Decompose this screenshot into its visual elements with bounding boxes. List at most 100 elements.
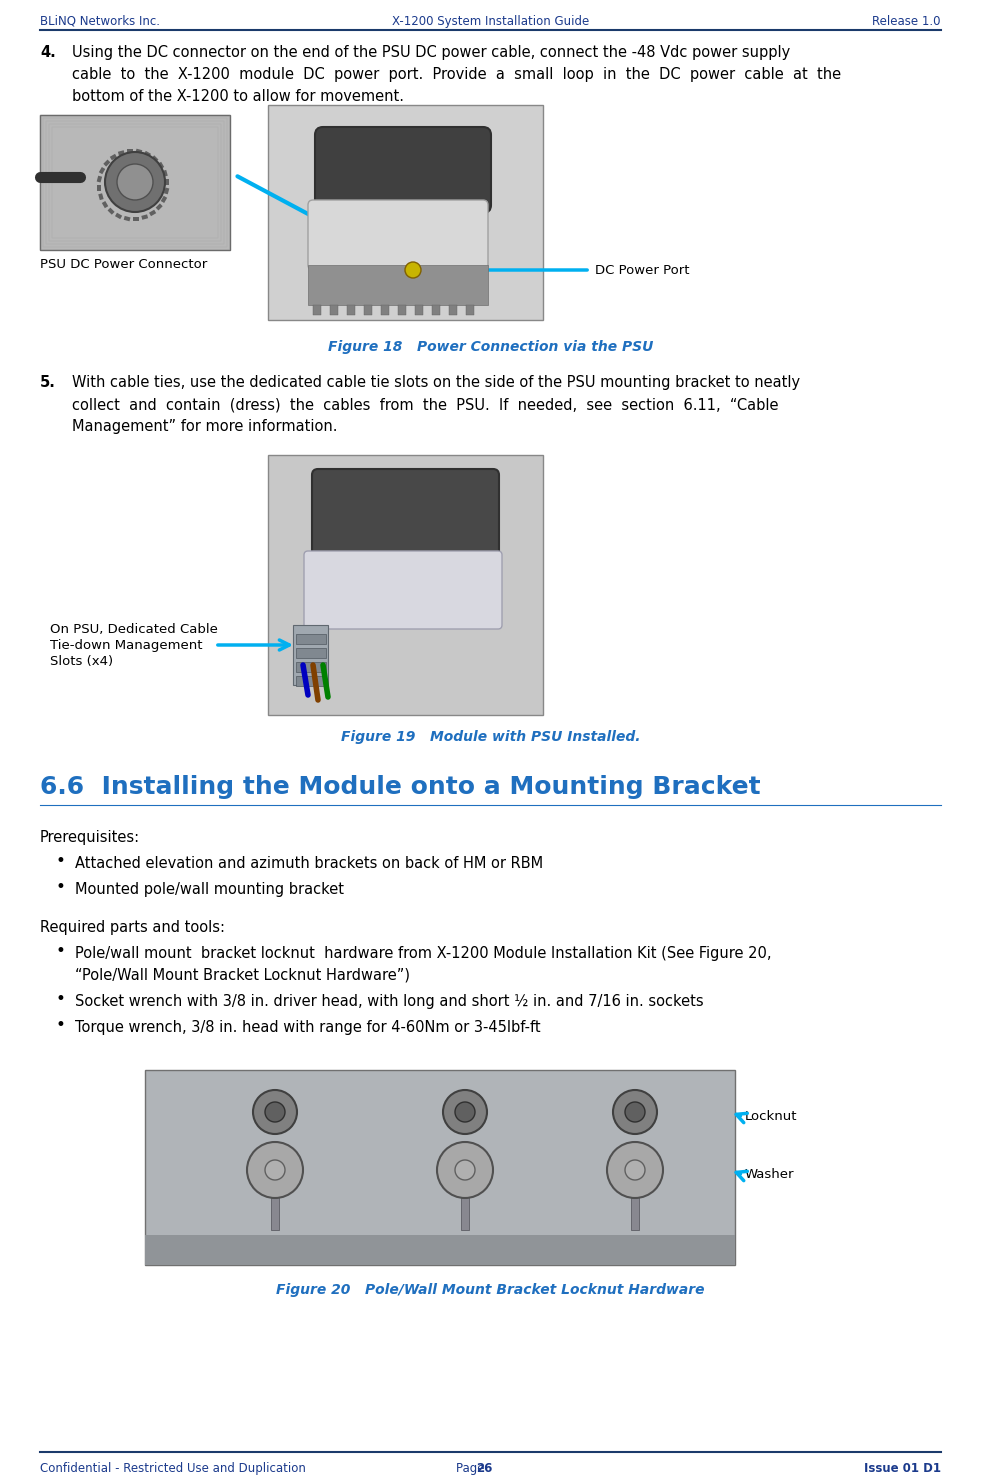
Bar	[308, 265, 488, 305]
Bar	[97, 185, 101, 191]
Circle shape	[247, 1142, 303, 1198]
Bar	[145, 1235, 735, 1265]
Text: Pole/wall mount  bracket locknut  hardware from X-1200 Module Installation Kit (: Pole/wall mount bracket locknut hardware…	[75, 946, 771, 961]
Bar	[364, 305, 372, 314]
Text: With cable ties, use the dedicated cable tie slots on the side of the PSU mounti: With cable ties, use the dedicated cable…	[72, 375, 800, 390]
Circle shape	[253, 1090, 297, 1134]
Bar	[161, 196, 167, 203]
Bar	[141, 215, 148, 219]
Circle shape	[405, 262, 421, 277]
Bar	[49, 125, 221, 242]
Bar	[43, 119, 227, 248]
Bar	[432, 305, 440, 314]
Text: Management” for more information.: Management” for more information.	[72, 420, 337, 435]
Text: Locknut: Locknut	[745, 1111, 798, 1124]
Text: Page: Page	[456, 1462, 489, 1476]
Bar	[135, 148, 142, 154]
Bar	[415, 305, 423, 314]
Circle shape	[625, 1102, 645, 1123]
Circle shape	[607, 1142, 663, 1198]
Bar	[156, 203, 163, 211]
Bar	[466, 305, 474, 314]
FancyBboxPatch shape	[315, 128, 491, 214]
Bar	[149, 209, 156, 217]
Bar	[115, 212, 123, 219]
Text: Release 1.0: Release 1.0	[872, 15, 941, 28]
Text: X-1200 System Installation Guide: X-1200 System Installation Guide	[391, 15, 590, 28]
Circle shape	[265, 1102, 285, 1123]
Text: Figure 19   Module with PSU Installed.: Figure 19 Module with PSU Installed.	[340, 730, 641, 744]
Text: 26: 26	[476, 1462, 492, 1476]
Text: Issue 01 D1: Issue 01 D1	[864, 1462, 941, 1476]
Bar	[151, 156, 159, 162]
Text: Mounted pole/wall mounting bracket: Mounted pole/wall mounting bracket	[75, 882, 344, 897]
Bar	[347, 305, 355, 314]
Bar	[296, 661, 326, 672]
Circle shape	[455, 1102, 475, 1123]
Text: “Pole/Wall Mount Bracket Locknut Hardware”): “Pole/Wall Mount Bracket Locknut Hardwar…	[75, 968, 410, 983]
Bar	[46, 122, 224, 245]
Text: •: •	[55, 853, 65, 871]
Bar	[163, 171, 168, 176]
Bar	[268, 105, 543, 320]
Bar	[164, 187, 170, 194]
Text: Tie-down Management: Tie-down Management	[50, 639, 202, 653]
Bar	[631, 1180, 639, 1229]
FancyBboxPatch shape	[312, 469, 499, 561]
Bar	[398, 305, 406, 314]
Circle shape	[265, 1160, 285, 1180]
Bar	[296, 676, 326, 687]
Text: DC Power Port: DC Power Port	[595, 264, 690, 276]
Bar	[110, 154, 117, 160]
Bar	[40, 116, 230, 251]
Bar	[165, 179, 169, 185]
Text: 5.: 5.	[40, 375, 56, 390]
Bar	[97, 175, 102, 182]
Text: BLiNQ Networks Inc.: BLiNQ Networks Inc.	[40, 15, 160, 28]
Bar	[313, 305, 321, 314]
Bar	[268, 455, 543, 715]
Bar	[145, 1071, 735, 1265]
Circle shape	[105, 151, 165, 212]
Text: Confidential - Restricted Use and Duplication: Confidential - Restricted Use and Duplic…	[40, 1462, 306, 1476]
Text: cable  to  the  X-1200  module  DC  power  port.  Provide  a  small  loop  in  t: cable to the X-1200 module DC power port…	[72, 67, 841, 82]
Text: •: •	[55, 942, 65, 960]
Circle shape	[625, 1160, 645, 1180]
Bar	[52, 128, 218, 237]
Text: •: •	[55, 991, 65, 1008]
Bar	[99, 168, 105, 174]
Bar	[271, 1180, 279, 1229]
Text: •: •	[55, 878, 65, 896]
Circle shape	[455, 1160, 475, 1180]
Text: 4.: 4.	[40, 44, 56, 59]
Text: Slots (x4): Slots (x4)	[50, 655, 113, 667]
Bar	[158, 162, 164, 169]
Bar	[124, 217, 130, 221]
Text: Figure 18   Power Connection via the PSU: Figure 18 Power Connection via the PSU	[328, 340, 653, 354]
Text: Using the DC connector on the end of the PSU DC power cable, connect the -48 Vdc: Using the DC connector on the end of the…	[72, 44, 791, 59]
Bar	[144, 151, 151, 157]
Text: Prerequisites:: Prerequisites:	[40, 830, 140, 845]
Bar	[293, 624, 328, 685]
Bar	[108, 208, 115, 215]
FancyBboxPatch shape	[308, 200, 488, 270]
Circle shape	[443, 1090, 487, 1134]
Bar	[296, 635, 326, 644]
Bar	[127, 148, 133, 153]
Bar	[102, 202, 108, 208]
Bar	[330, 305, 338, 314]
Bar	[103, 160, 111, 166]
Text: •: •	[55, 1016, 65, 1034]
Text: Washer: Washer	[745, 1169, 795, 1182]
Text: bottom of the X-1200 to allow for movement.: bottom of the X-1200 to allow for moveme…	[72, 89, 404, 104]
Text: On PSU, Dedicated Cable: On PSU, Dedicated Cable	[50, 623, 218, 636]
Text: Torque wrench, 3/8 in. head with range for 4-60Nm or 3-45lbf-ft: Torque wrench, 3/8 in. head with range f…	[75, 1020, 541, 1035]
Text: 6.6  Installing the Module onto a Mounting Bracket: 6.6 Installing the Module onto a Mountin…	[40, 776, 760, 799]
Text: Socket wrench with 3/8 in. driver head, with long and short ½ in. and 7/16 in. s: Socket wrench with 3/8 in. driver head, …	[75, 994, 703, 1008]
Circle shape	[437, 1142, 493, 1198]
FancyBboxPatch shape	[304, 552, 502, 629]
Bar	[461, 1180, 469, 1229]
Bar	[449, 305, 457, 314]
Text: Required parts and tools:: Required parts and tools:	[40, 919, 225, 934]
Bar	[381, 305, 389, 314]
